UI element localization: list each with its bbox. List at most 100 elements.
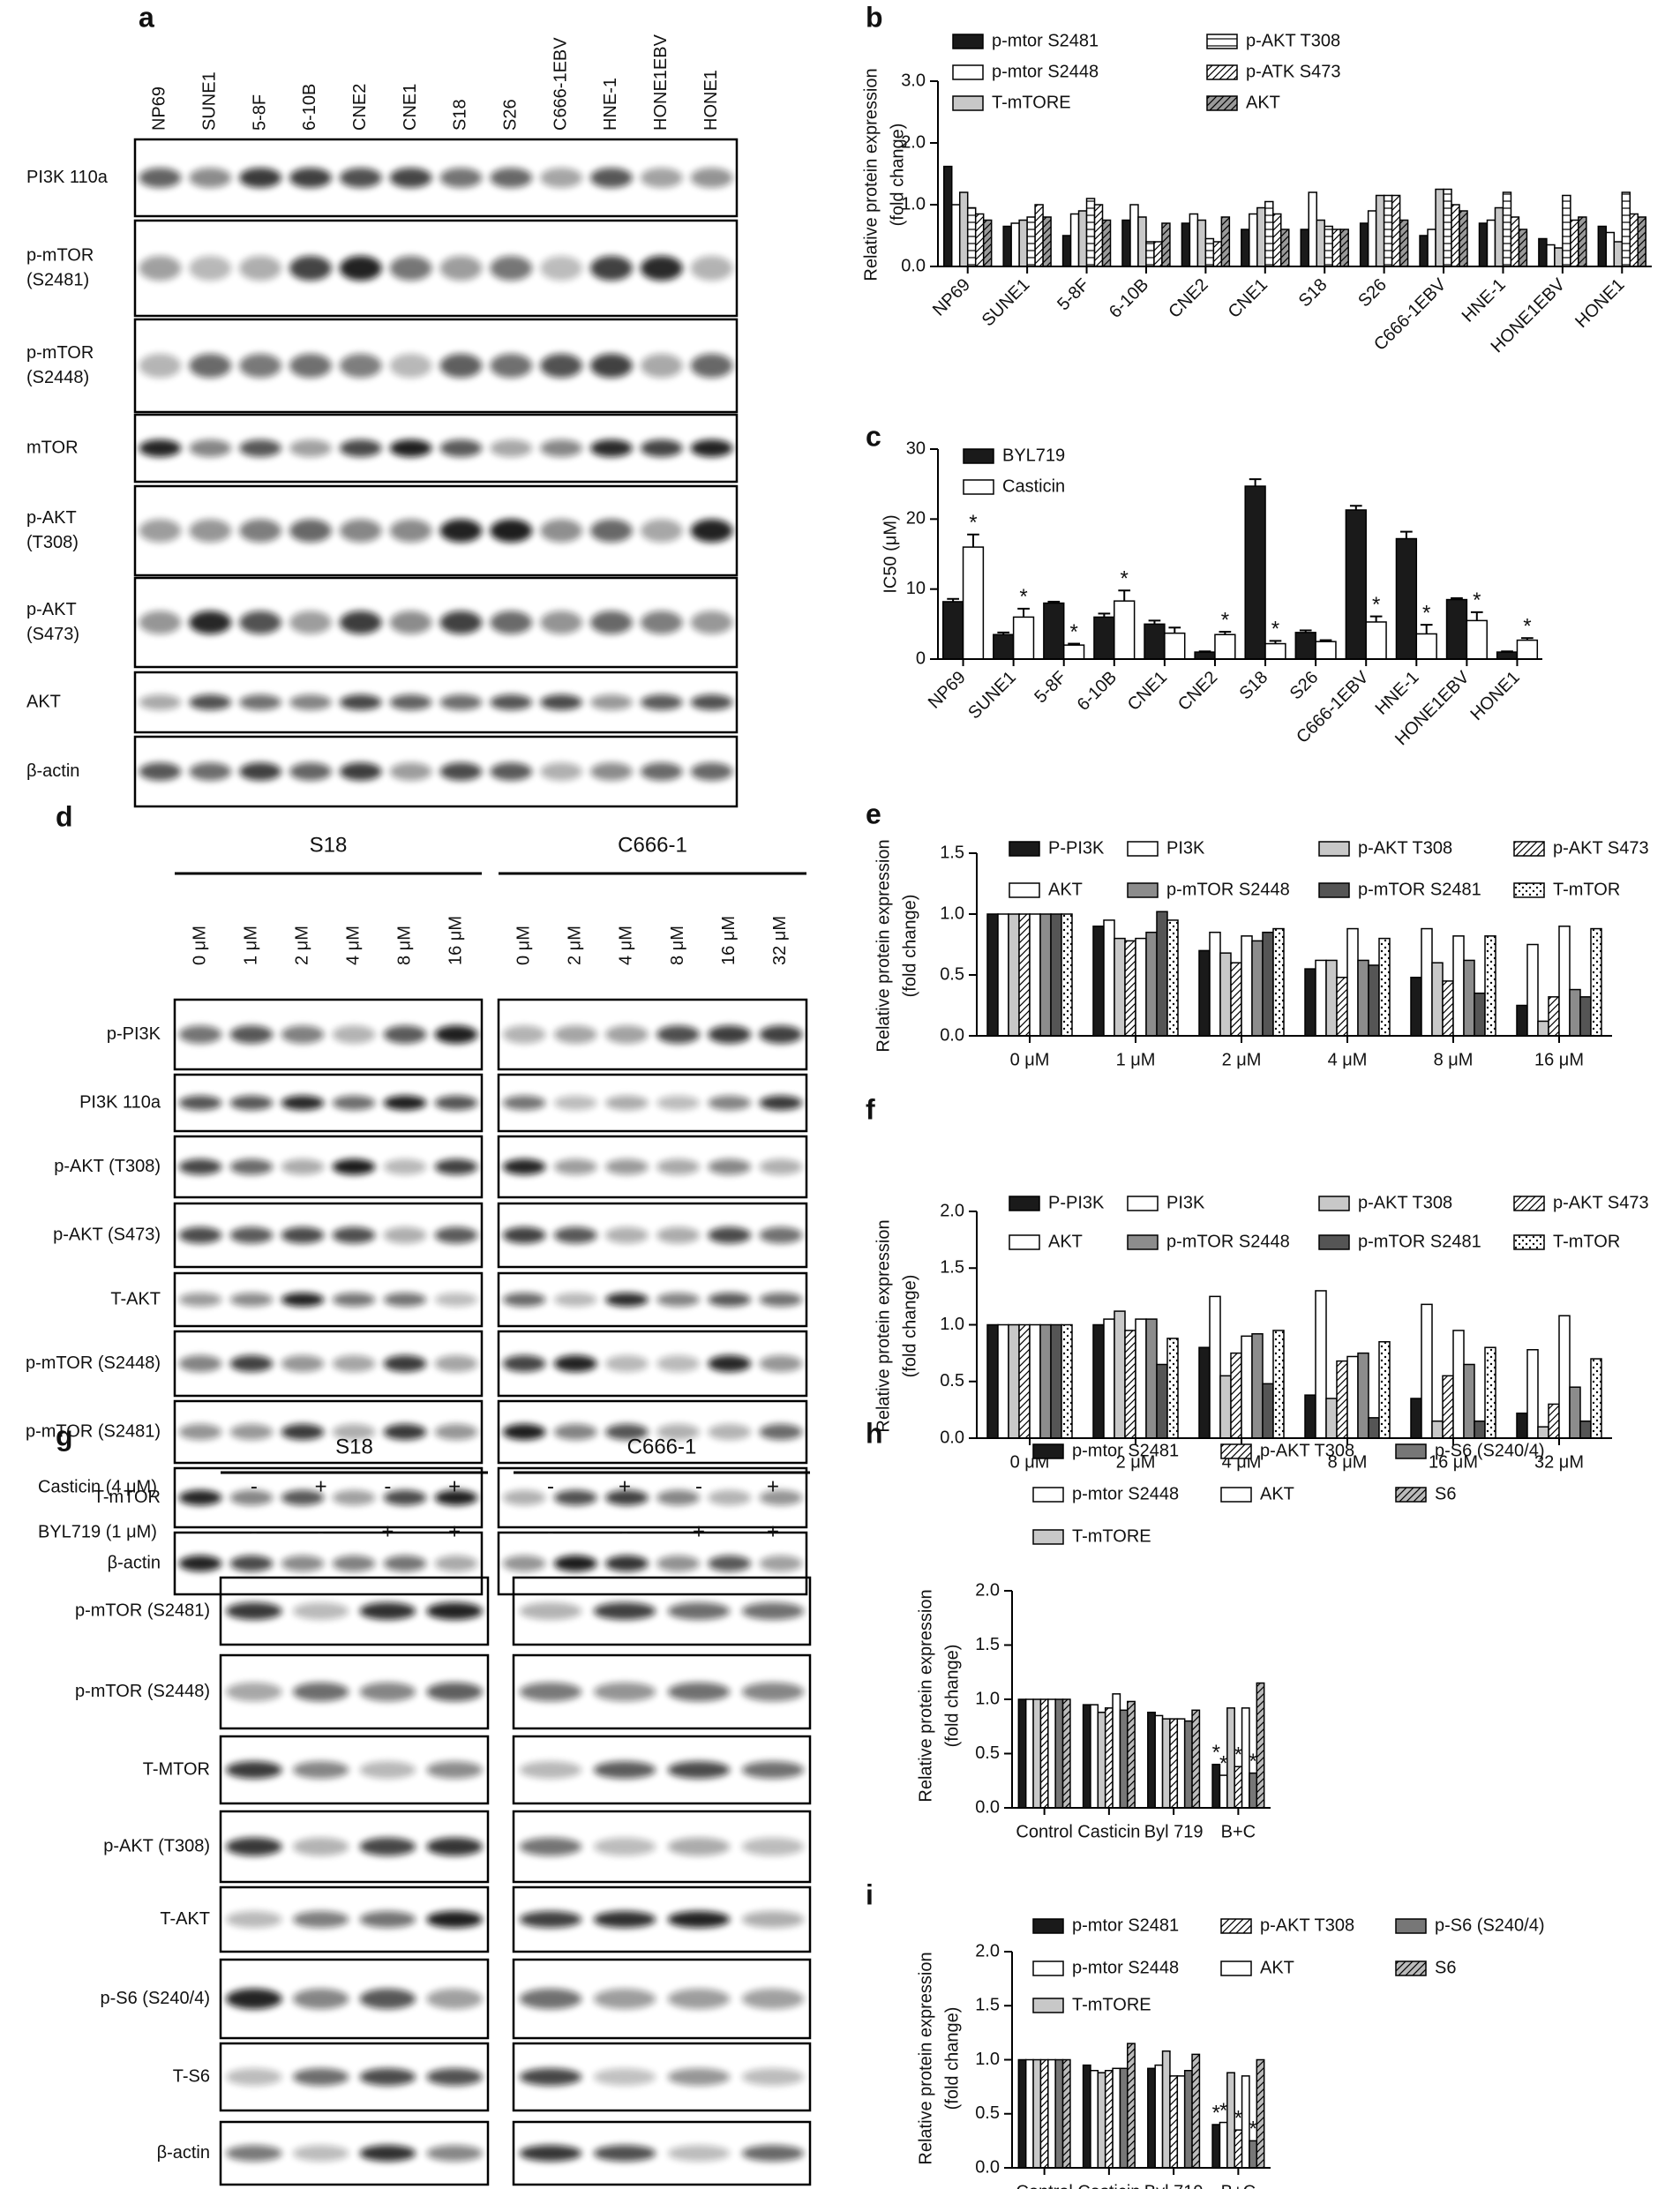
band	[604, 1095, 649, 1111]
band	[604, 1489, 649, 1506]
lane-label: 1 μM	[241, 926, 260, 965]
error-bar	[1369, 615, 1383, 622]
significance-mark: *	[1372, 593, 1380, 617]
band	[439, 694, 483, 710]
legend-label: S6	[1435, 1958, 1456, 1977]
bar	[1569, 1386, 1581, 1439]
bar	[1486, 219, 1496, 267]
band	[519, 1911, 582, 1928]
band	[708, 1555, 752, 1572]
band	[490, 255, 533, 281]
legend-label: p-mTOR S2448	[1166, 1232, 1290, 1251]
bar	[1308, 191, 1317, 267]
significance-mark: *	[1523, 615, 1531, 639]
bar	[1256, 2058, 1265, 2169]
band	[667, 1682, 731, 1702]
y-tick-label: 1.0	[940, 1315, 964, 1334]
x-tick-label: CNE2	[1165, 275, 1211, 322]
row-label: T-AKT	[110, 1289, 161, 1308]
row-label: β-actin	[26, 761, 79, 781]
legend-swatch	[952, 34, 984, 49]
band	[383, 1355, 427, 1372]
bar	[1135, 937, 1147, 1037]
error-bar	[1470, 611, 1483, 621]
bar	[982, 219, 993, 267]
legend-swatch	[1395, 1960, 1427, 1976]
band	[292, 1682, 349, 1702]
bar	[1466, 619, 1488, 660]
band	[502, 1025, 546, 1044]
treatment-sign: -	[547, 1474, 554, 1498]
bar	[1383, 194, 1393, 267]
bar	[1431, 1420, 1444, 1439]
legend-label: AKT	[1260, 1958, 1294, 1977]
band	[741, 2145, 805, 2162]
lane-label: 8 μM	[394, 926, 414, 965]
blot-frame	[173, 1202, 484, 1269]
treatment-label: Casticin (4 μM)	[38, 1477, 157, 1496]
x-tick-label: B+C	[1221, 1822, 1256, 1841]
bar	[1135, 1318, 1147, 1439]
band	[389, 611, 432, 634]
row-label: p-mTOR	[26, 343, 94, 363]
bar	[1518, 229, 1528, 267]
band	[741, 1837, 805, 1856]
bar	[1378, 937, 1391, 1037]
bar	[1451, 204, 1460, 267]
significance-mark: *	[969, 511, 977, 535]
bar	[1241, 229, 1250, 267]
legend-swatch	[1395, 1443, 1427, 1459]
x-tick-label: 4 μM	[1328, 1050, 1368, 1069]
treatment-sign: -	[251, 1474, 258, 1498]
legend-swatch	[1395, 1487, 1427, 1503]
bar	[1304, 968, 1316, 1037]
band	[383, 1095, 427, 1111]
bar	[1569, 988, 1581, 1037]
band	[292, 1988, 349, 2010]
x-tick-label: S26	[1354, 275, 1391, 311]
bar	[997, 1323, 1009, 1439]
x-tick-label: 8 μM	[1328, 1452, 1368, 1472]
band	[178, 1489, 222, 1506]
x-tick-label: Casticin	[1077, 2182, 1140, 2189]
band	[553, 1158, 597, 1175]
legend-swatch	[1032, 1443, 1064, 1459]
bar	[1112, 2067, 1121, 2169]
bar	[1214, 633, 1236, 660]
lane-label: 2 μM	[566, 926, 585, 965]
bar	[1144, 623, 1166, 660]
bar	[1249, 213, 1258, 267]
lane-label: S18	[451, 99, 470, 131]
band	[359, 1911, 416, 1928]
legend-label: p-mTOR S2481	[1358, 880, 1481, 899]
band	[590, 762, 633, 781]
significance-mark: *	[1019, 585, 1027, 609]
bar	[1526, 1349, 1539, 1439]
row-label: PI3K 110a	[26, 168, 109, 187]
blot-frame	[497, 1202, 808, 1269]
band	[359, 2068, 416, 2086]
bar	[1357, 959, 1369, 1037]
bar	[1156, 911, 1168, 1037]
band	[708, 1489, 752, 1506]
band	[281, 1489, 325, 1506]
band	[339, 439, 382, 457]
band	[292, 1602, 349, 1620]
bar	[1050, 1323, 1062, 1439]
row-label: T-MTOR	[143, 1759, 210, 1779]
band	[690, 762, 733, 781]
y-axis-label: Relative protein expression	[874, 1219, 893, 1432]
x-tick-label: S18	[1295, 275, 1331, 311]
bar	[1590, 927, 1602, 1037]
legend-label: PI3K	[1166, 1193, 1205, 1212]
band	[383, 1226, 427, 1244]
band	[593, 1761, 656, 1779]
bar	[1474, 992, 1486, 1037]
blot-frame	[497, 1531, 808, 1596]
band	[759, 1226, 803, 1244]
band	[519, 2145, 582, 2162]
bar	[1442, 980, 1454, 1037]
bar	[1024, 2058, 1034, 2169]
band	[389, 694, 432, 710]
band	[759, 1423, 803, 1441]
